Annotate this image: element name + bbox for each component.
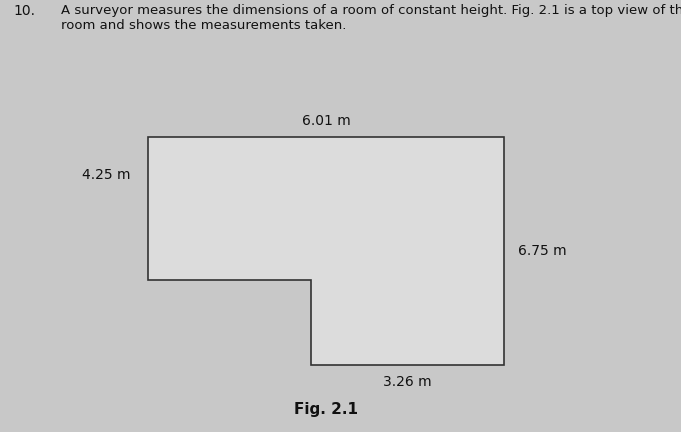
Text: A surveyor measures the dimensions of a room of constant height. Fig. 2.1 is a t: A surveyor measures the dimensions of a … — [61, 4, 681, 32]
Text: 6.75 m: 6.75 m — [518, 244, 567, 257]
Text: 10.: 10. — [14, 4, 35, 18]
Polygon shape — [148, 137, 504, 365]
Text: Fig. 2.1: Fig. 2.1 — [294, 402, 358, 416]
Text: 3.26 m: 3.26 m — [383, 375, 432, 389]
Text: 6.01 m: 6.01 m — [302, 114, 350, 128]
Text: 4.25 m: 4.25 m — [82, 168, 130, 182]
